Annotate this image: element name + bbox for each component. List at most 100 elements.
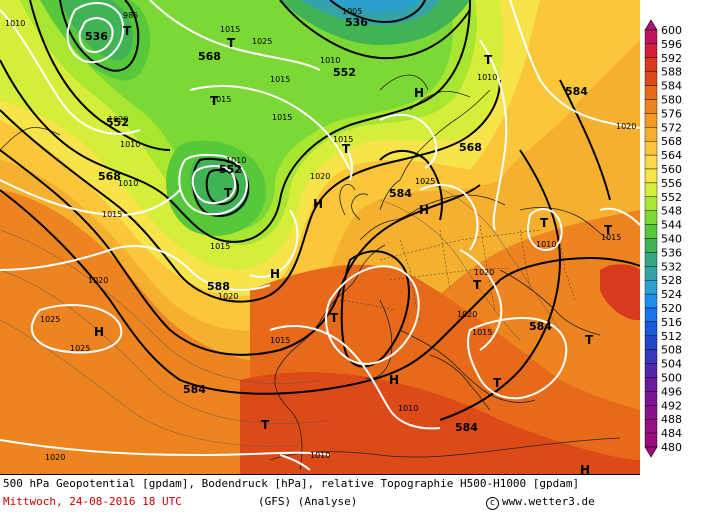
pressure-label: 1015 [333,135,353,144]
legend-value: 528 [661,274,682,287]
pressure-label: 985 [123,11,138,20]
low-center: T [585,333,594,347]
pressure-label: 1015 [220,25,240,34]
legend-bottom-cap [644,446,658,458]
legend-swatch [644,154,658,170]
legend-swatch [644,363,658,378]
legend-swatch [644,224,658,239]
field-588-east [600,264,640,321]
pressure-label: 1020 [474,268,494,277]
legend-value: 588 [661,66,682,79]
legend-swatch [644,99,658,114]
legend-value: 488 [661,413,682,426]
geo-label: 584 [183,383,206,396]
legend-swatch [644,113,658,128]
low-center: T [123,24,132,38]
pressure-label: 1010 [118,179,138,188]
field-536-nw [60,0,133,61]
legend-swatch [644,266,658,281]
high-center: H [580,463,590,474]
geo-label: 588 [207,280,230,293]
pressure-label: 1025 [252,37,272,46]
legend-value: 564 [661,149,682,162]
map-date: Mittwoch, 24-08-2016 18 UTC [3,495,182,508]
legend-value: 532 [661,260,682,273]
pressure-label: 1025 [415,177,435,186]
geo-label: 552 [333,66,356,79]
map-description: 500 hPa Geopotential [gpdam], Bodendruck… [3,477,580,490]
legend-swatch [644,335,658,350]
pressure-label: 1025 [70,344,90,353]
legend-swatch [644,377,658,392]
legend-value: 552 [661,191,682,204]
legend-value: 500 [661,372,682,385]
high-center: H [419,203,429,217]
legend-value: 492 [661,399,682,412]
color-legend: 600 596 592 588 584 580 576 572 568 564 560 556 552 5… [640,0,704,474]
pressure-label: 1015 [601,233,621,242]
legend-value: 556 [661,177,682,190]
legend-swatch [644,196,658,211]
low-center: T [493,376,502,390]
pressure-label: 1010 [120,140,140,149]
pressure-label: 1010 [320,56,340,65]
pressure-label: 1010 [226,156,246,165]
pressure-centers: T T T T T H T H H T H T T T T T H T H H [94,24,613,474]
legend-value: 536 [661,246,682,259]
weather-map: 536 552 568 536 552 568 552 584 568 584 … [0,0,640,474]
geo-label: 568 [98,170,121,183]
legend-value: 572 [661,121,682,134]
legend-value: 584 [661,80,682,93]
pressure-label: 1020 [616,122,636,131]
copyright-url: www.wetter3.de [502,495,595,508]
legend-swatch [644,71,658,86]
low-center: T [210,94,219,108]
legend-swatch [644,405,658,420]
legend-swatch [644,182,658,197]
pressure-label: 1025 [40,315,60,324]
pressure-label: 1020 [108,115,128,124]
legend-swatch [644,85,658,100]
pressure-label: 1020 [88,276,108,285]
pressure-label: 1010 [477,73,497,82]
pressure-label: 1015 [270,336,290,345]
high-center: H [270,267,280,281]
pressure-label: 1015 [102,210,122,219]
legend-value: 580 [661,94,682,107]
low-center: T [473,278,482,292]
legend-swatch [644,168,658,184]
legend-value: 544 [661,219,682,232]
pressure-label: 1010 [398,404,418,413]
legend-value: 592 [661,52,682,65]
geo-label: 584 [455,421,478,434]
high-center: H [414,86,424,100]
high-center: H [94,325,104,339]
legend-swatch [644,127,658,142]
legend-swatch [644,307,658,323]
legend-value: 596 [661,38,682,51]
pressure-label: 1010 [310,451,330,460]
legend-swatch [644,321,658,336]
legend-value: 524 [661,288,682,301]
pressure-label: 1015 [272,113,292,122]
pressure-label: 1005 [342,7,362,16]
geo-label: 536 [85,30,108,43]
pressure-label: 1010 [536,240,556,249]
legend-swatch [644,238,658,253]
legend-swatch [644,419,658,434]
legend-value: 520 [661,302,682,315]
pressure-label: 1015 [210,242,230,251]
legend-value: 484 [661,427,682,440]
legend-swatch [644,280,658,295]
pressure-label: 1020 [457,310,477,319]
low-center: T [484,53,493,67]
pressure-label: 1020 [218,292,238,301]
pressure-label: 1015 [472,328,492,337]
legend-swatch [644,140,658,156]
low-center: T [342,142,351,156]
geo-label: 536 [345,16,368,29]
field-524-n [320,0,420,12]
legend-swatch [644,293,658,309]
legend-swatch [644,57,658,72]
geo-label: 584 [529,320,552,333]
